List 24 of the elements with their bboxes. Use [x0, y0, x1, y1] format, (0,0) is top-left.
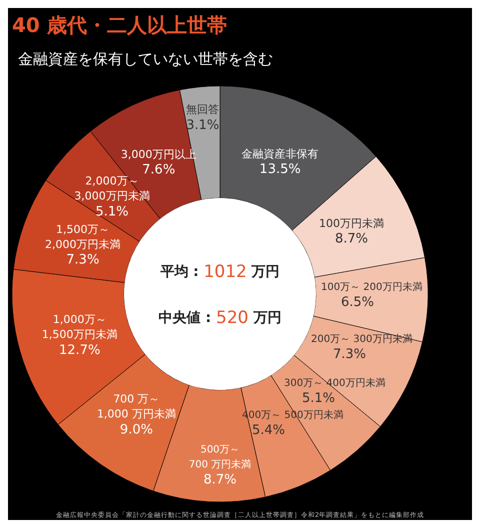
data-label: 7.3%: [333, 347, 366, 362]
data-label: 5.4%: [252, 423, 286, 438]
slice-label: 無回答: [186, 103, 220, 116]
slice-label: 金融資産非保有: [242, 147, 319, 160]
data-label: 13.5%: [259, 162, 301, 177]
data-label: 12.7%: [59, 342, 100, 358]
data-label: 5.1%: [302, 391, 336, 406]
chart-subtitle: 金融資産を保有していない世帯を含む: [18, 50, 273, 68]
slice-label: 700 万～ 1,000 万円未満: [96, 392, 176, 421]
slice-label: 100万～ 200万円未満: [321, 281, 422, 293]
data-label: 9.0%: [120, 422, 153, 438]
data-label: 8.7%: [203, 472, 237, 488]
data-label: 8.7%: [334, 232, 368, 247]
slice-label: 500万～ 700 万円未満: [188, 444, 252, 470]
slice-label: 1,000万～ 1,500万円未満: [42, 313, 118, 342]
text: 中央値 : 520 万円: [158, 308, 282, 328]
data-label: 7.3%: [66, 252, 100, 268]
chart-title: 40 歳代・二人以上世帯: [12, 13, 227, 37]
data-label: 5.1%: [96, 204, 129, 220]
text: 平均 : 1012 万円: [159, 262, 280, 282]
data-label: 6.5%: [341, 295, 374, 310]
slice-label: 1,500万～ 2,000万円未満: [45, 222, 121, 251]
data-label: 3.1%: [186, 118, 220, 133]
slice-label: 100万円未満: [319, 216, 384, 230]
